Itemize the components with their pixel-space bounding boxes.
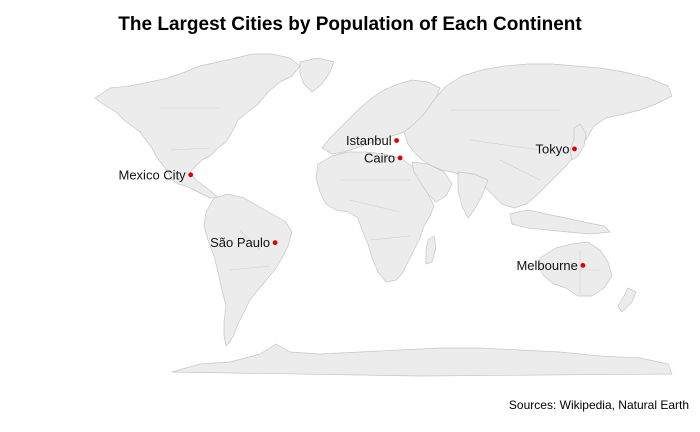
city-label: Mexico City <box>119 167 187 182</box>
city-label: Melbourne <box>516 258 577 273</box>
madagascar <box>425 235 437 265</box>
country-borders <box>160 107 600 294</box>
indian-subcontinent <box>457 171 489 219</box>
sources-note: Sources: Wikipedia, Natural Earth <box>508 398 689 412</box>
city-label: Istanbul <box>346 133 392 148</box>
new-zealand <box>617 287 637 313</box>
australia <box>537 241 613 297</box>
city-markers: Mexico City São Paulo Istanbul Cairo Tokyo Me… <box>119 133 586 273</box>
greenland <box>299 57 335 93</box>
city-label: Tokyo <box>536 141 570 156</box>
city-marker <box>188 172 194 178</box>
city-label: São Paulo <box>210 235 270 250</box>
city-marker <box>394 138 399 143</box>
landmasses <box>94 53 673 377</box>
africa <box>315 151 435 283</box>
antarctica <box>171 343 673 377</box>
city-label: Cairo <box>364 150 395 165</box>
city-marker <box>580 263 586 268</box>
city-marker <box>272 240 278 246</box>
south-america <box>203 193 293 347</box>
indonesia <box>509 209 611 235</box>
north-america <box>94 53 301 199</box>
map-title: The Largest Cities by Population of Each… <box>118 14 582 35</box>
arabian-peninsula <box>411 161 453 203</box>
city-marker <box>397 155 403 161</box>
city-marker <box>572 146 577 152</box>
